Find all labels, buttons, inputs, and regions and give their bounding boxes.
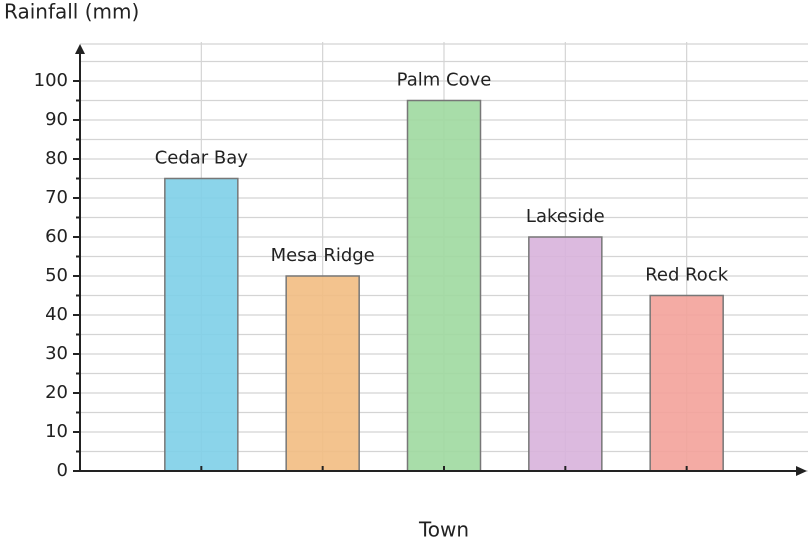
bar [406, 99, 482, 472]
bar-label: Cedar Bay [155, 148, 249, 169]
bar [285, 275, 360, 472]
y-tick-label: 90 [45, 109, 68, 130]
bar-label: Mesa Ridge [271, 245, 375, 266]
x-axis-title: Town [418, 518, 469, 542]
y-tick-label: 40 [45, 304, 68, 325]
y-axis-title: Rainfall (mm) [4, 0, 139, 24]
y-tick-label: 0 [57, 460, 68, 481]
y-axis-arrow [75, 44, 85, 54]
y-tick-label: 50 [45, 265, 68, 286]
bar-label: Red Rock [645, 265, 729, 286]
bar-label: Palm Cove [397, 70, 492, 91]
x-axis-arrow [796, 466, 807, 476]
y-tick-label: 60 [45, 226, 68, 247]
y-tick-label: 30 [45, 343, 68, 364]
y-tick-label: 100 [34, 70, 68, 91]
y-tick-label: 80 [45, 148, 68, 169]
bar [164, 177, 239, 472]
y-tick-label: 70 [45, 187, 68, 208]
y-tick-label: 10 [45, 421, 68, 442]
bar [649, 294, 724, 472]
y-tick-label: 20 [45, 382, 68, 403]
bar-label: Lakeside [526, 206, 605, 227]
bar [528, 236, 603, 472]
